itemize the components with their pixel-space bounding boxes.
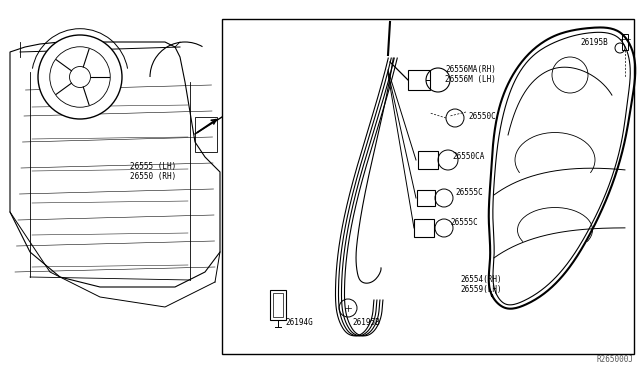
Text: 26195B: 26195B	[580, 38, 608, 47]
Text: 26554(RH): 26554(RH)	[460, 275, 502, 284]
Text: 26194G: 26194G	[285, 318, 313, 327]
Text: R265000J: R265000J	[597, 355, 634, 364]
Bar	[222, 19, 634, 354]
Text: 26559(LH): 26559(LH)	[460, 285, 502, 294]
Bar	[414, 219, 434, 237]
Text: 26550CA: 26550CA	[452, 152, 484, 161]
Bar	[418, 151, 438, 169]
Bar	[273, 293, 283, 317]
Text: 26555 (LH): 26555 (LH)	[130, 162, 176, 171]
Text: 26550C: 26550C	[468, 112, 496, 121]
Bar	[270, 290, 286, 320]
Text: 26195B: 26195B	[352, 318, 380, 327]
Bar	[622, 34, 628, 50]
Text: 26555C: 26555C	[455, 188, 483, 197]
Bar	[408, 70, 430, 90]
Bar	[417, 190, 435, 206]
Text: 26555C: 26555C	[450, 218, 477, 227]
Text: 26556MA(RH): 26556MA(RH)	[445, 65, 496, 74]
Bar	[195, 117, 217, 152]
Text: 26556M (LH): 26556M (LH)	[445, 75, 496, 84]
Circle shape	[38, 35, 122, 119]
Text: 26550 (RH): 26550 (RH)	[130, 172, 176, 181]
